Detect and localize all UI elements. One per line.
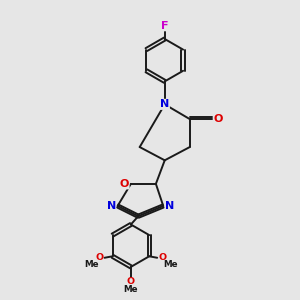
Text: O: O (127, 277, 135, 286)
Text: Me: Me (164, 260, 178, 269)
Text: Me: Me (124, 285, 138, 294)
Text: F: F (161, 21, 169, 31)
Text: N: N (106, 201, 116, 211)
Text: Me: Me (84, 260, 98, 269)
Text: N: N (165, 201, 174, 211)
Text: O: O (214, 114, 223, 124)
Text: O: O (158, 253, 166, 262)
Text: O: O (120, 179, 129, 189)
Text: O: O (95, 253, 103, 262)
Text: N: N (160, 99, 169, 110)
